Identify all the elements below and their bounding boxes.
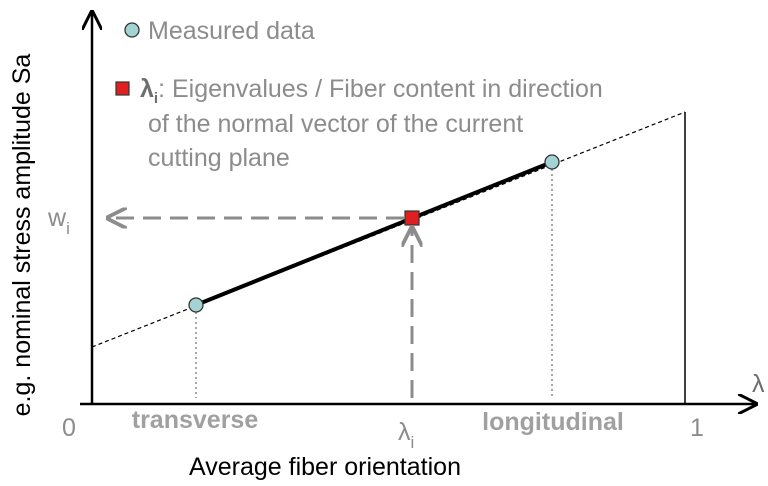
- w-sub: i: [66, 219, 70, 238]
- legend-circle: [124, 22, 140, 38]
- eigen-line: of the normal vector of the current: [148, 110, 523, 138]
- legend-measured: Measured data: [148, 17, 315, 45]
- w-label: wi: [47, 204, 70, 238]
- eigen-point: [404, 210, 420, 226]
- x-start: 0: [62, 414, 76, 442]
- eigen-line: cutting plane: [148, 144, 290, 172]
- longitudinal-label: longitudinal: [482, 408, 624, 436]
- measured-point: [188, 297, 204, 313]
- eigen-symbol: λ: [140, 75, 154, 103]
- lambda-i-label: λi: [398, 418, 414, 452]
- measured-point: [544, 154, 560, 170]
- x-axis-label: Average fiber orientation: [189, 453, 461, 481]
- interpolation-line: [195, 160, 553, 307]
- y-axis-label: e.g. nominal stress amplitude Sa: [8, 54, 36, 417]
- eigen-line: : Eigenvalues / Fiber content in directi…: [158, 75, 603, 103]
- eigen-sub: i: [154, 90, 158, 107]
- legend-eigen: λi: Eigenvalues / Fiber content in direc…: [140, 75, 603, 107]
- w-symbol: w: [47, 204, 67, 232]
- legend-square: [115, 81, 130, 96]
- x-symbol: λ: [752, 370, 765, 398]
- lambda-symbol: λ: [398, 418, 411, 446]
- transverse-label: transverse: [132, 406, 259, 434]
- x-end: 1: [690, 414, 704, 442]
- lambda-sub: i: [411, 433, 415, 452]
